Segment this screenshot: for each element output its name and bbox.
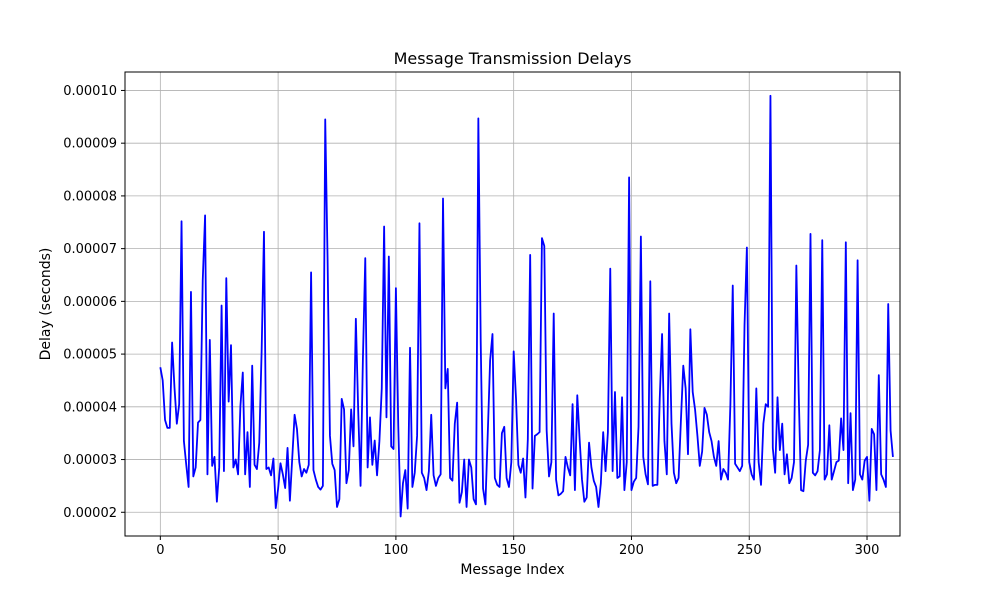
y-tick-label: 0.00007 [63,242,117,257]
y-tick-label: 0.00009 [63,137,117,152]
y-axis-ticks: 0.00002 0.00003 0.00004 0.00005 0.00006 0.000… [63,84,125,521]
series-layer [159,94,894,518]
y-tick-label: 0.00002 [63,506,117,521]
x-axis-ticks: 0 50 100 150 200 250 300 [156,536,879,558]
series-line [159,94,894,518]
x-tick-label: 100 [383,543,408,558]
y-tick-label: 0.00003 [63,453,117,468]
x-tick-label: 0 [156,543,164,558]
x-axis-label: Message Index [460,562,564,578]
y-tick-label: 0.00010 [63,84,117,99]
x-tick-label: 200 [619,543,644,558]
x-tick-label: 150 [501,543,526,558]
y-tick-label: 0.00004 [63,400,117,415]
y-axis-label: Delay (seconds) [38,248,54,361]
y-tick-label: 0.00008 [63,189,117,204]
plot-area-frame [124,71,901,537]
y-tick-label: 0.00005 [63,348,117,363]
chart-title: Message Transmission Delays [394,49,632,68]
x-tick-label: 50 [270,543,287,558]
x-tick-label: 250 [737,543,762,558]
y-tick-label: 0.00006 [63,295,117,310]
x-tick-label: 300 [855,543,880,558]
